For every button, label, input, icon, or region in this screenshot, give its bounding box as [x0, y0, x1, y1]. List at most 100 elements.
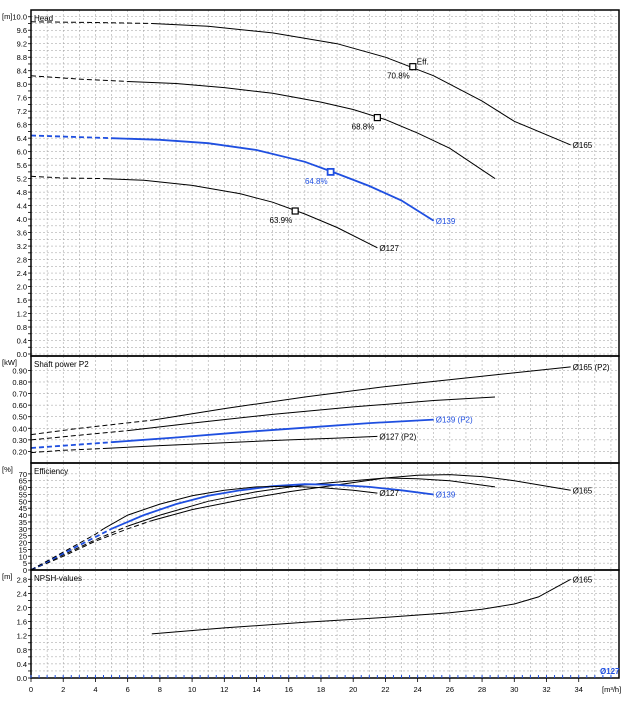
panel-title: NPSH-values — [34, 574, 82, 583]
series-label: Ø165 — [573, 141, 593, 150]
series-line-dashed — [30, 527, 112, 571]
operating-point-marker — [291, 207, 299, 215]
x-tick-label: 2 — [61, 685, 65, 694]
y-tick-label: 0.40 — [12, 424, 27, 433]
y-tick-label: 3.6 — [17, 229, 27, 238]
x-tick-label: 32 — [542, 685, 550, 694]
series-line — [151, 366, 571, 421]
y-tick-label: 2.4 — [17, 269, 27, 278]
y-tick-label: 5.6 — [17, 161, 27, 170]
y-tick-label: 0.8 — [17, 646, 27, 655]
series-label-highlight: Ø127 — [600, 667, 620, 676]
x-tick-label: 14 — [252, 685, 260, 694]
efficiency-label: 63.9% — [270, 216, 293, 225]
series-line-dashed — [30, 175, 104, 180]
x-tick-label: 0 — [29, 685, 33, 694]
y-tick-label: 0.70 — [12, 390, 27, 399]
y-tick-label: 3.2 — [17, 242, 27, 251]
series-line — [151, 474, 571, 522]
y-tick-label: 15 — [19, 545, 27, 554]
y-tick-label: 9.2 — [17, 40, 27, 49]
series-label: Ø127 — [379, 489, 399, 498]
y-tick-label: 30 — [19, 525, 27, 534]
x-tick-label: 4 — [93, 685, 97, 694]
y-tick-label: 0.60 — [12, 401, 27, 410]
y-tick-label: 55 — [19, 490, 27, 499]
y-tick-label: 1.2 — [17, 632, 27, 641]
efficiency-marker-label: Eff. — [417, 58, 429, 67]
y-tick-label: 7.2 — [17, 107, 27, 116]
series-line-dashed — [30, 75, 128, 82]
y-tick-label: 5.2 — [17, 175, 27, 184]
y-tick-label: 2.4 — [17, 589, 27, 598]
y-tick-label: 0.4 — [17, 337, 27, 346]
series-label: Ø127 (P2) — [379, 432, 416, 441]
panel-title: Efficiency — [34, 467, 68, 476]
y-tick-label: 8.4 — [17, 67, 27, 76]
series-label: Ø165 — [573, 575, 593, 584]
y-tick-label: 65 — [19, 477, 27, 486]
y-tick-label: 50 — [19, 497, 27, 506]
y-tick-label: 2.8 — [17, 256, 27, 265]
efficiency-label: 68.8% — [352, 123, 375, 132]
series-line — [127, 396, 496, 432]
series-line-dashed — [30, 21, 152, 24]
panel-title: Shaft power P2 — [34, 360, 89, 369]
efficiency-label: 64.8% — [305, 177, 328, 186]
y-tick-label: 6.4 — [17, 134, 27, 143]
y-tick-label: 10 — [19, 552, 27, 561]
y-tick-label: 60 — [19, 484, 27, 493]
x-tick-label: 18 — [317, 685, 325, 694]
y-tick-label: 0.80 — [12, 378, 27, 387]
y-tick-label: 0.8 — [17, 323, 27, 332]
y-tick-label: 5 — [23, 559, 27, 568]
y-tick-label: 1.2 — [17, 310, 27, 319]
series-line-dashed — [30, 520, 152, 571]
x-tick-label: 34 — [575, 685, 583, 694]
series-line — [103, 178, 378, 249]
y-tick-label: 20 — [19, 539, 27, 548]
x-tick-label: 12 — [220, 685, 228, 694]
y-tick-label: 6.0 — [17, 148, 27, 157]
series-line — [103, 435, 378, 449]
y-tick-label: 2.0 — [17, 283, 27, 292]
x-tick-label: 22 — [381, 685, 389, 694]
y-tick-label: 2.8 — [17, 575, 27, 584]
series-line-dashed — [30, 419, 152, 436]
series-line-dashed — [30, 528, 104, 571]
x-tick-label: 20 — [349, 685, 357, 694]
panel-frame — [30, 462, 620, 571]
series-line-dashed — [30, 441, 112, 449]
series-line-dashed — [30, 430, 128, 441]
y-tick-label: 0.0 — [17, 350, 27, 359]
y-tick-label: 0.20 — [12, 447, 27, 456]
operating-point-marker — [326, 167, 335, 176]
x-tick-label: 26 — [446, 685, 454, 694]
series-label: Ø165 (P2) — [573, 363, 610, 372]
y-tick-label: 0.30 — [12, 436, 27, 445]
y-tick-label: 0.50 — [12, 413, 27, 422]
x-tick-label: 16 — [285, 685, 293, 694]
x-tick-label: 10 — [188, 685, 196, 694]
panel-unit: [m] — [2, 12, 12, 21]
y-tick-label: 2.0 — [17, 603, 27, 612]
y-tick-label: 8.0 — [17, 80, 27, 89]
y-tick-label: 0 — [23, 566, 27, 575]
y-tick-label: 4.0 — [17, 215, 27, 224]
operating-point-marker — [409, 63, 417, 71]
y-tick-label: 35 — [19, 518, 27, 527]
series-line — [127, 477, 496, 527]
y-tick-label: 0.4 — [17, 660, 27, 669]
series-line-dashed — [30, 134, 112, 140]
series-line — [151, 578, 571, 635]
x-tick-label: 24 — [413, 685, 421, 694]
series-line-dashed — [30, 448, 104, 454]
y-tick-label: 10.0 — [12, 13, 27, 22]
series-label: Ø139 — [436, 217, 456, 226]
efficiency-label: 70.8% — [387, 72, 410, 81]
y-tick-label: 4.4 — [17, 202, 27, 211]
series-line — [103, 485, 378, 530]
x-tick-label: 6 — [126, 685, 130, 694]
y-tick-label: 1.6 — [17, 296, 27, 305]
panel-unit: [m] — [2, 572, 12, 581]
